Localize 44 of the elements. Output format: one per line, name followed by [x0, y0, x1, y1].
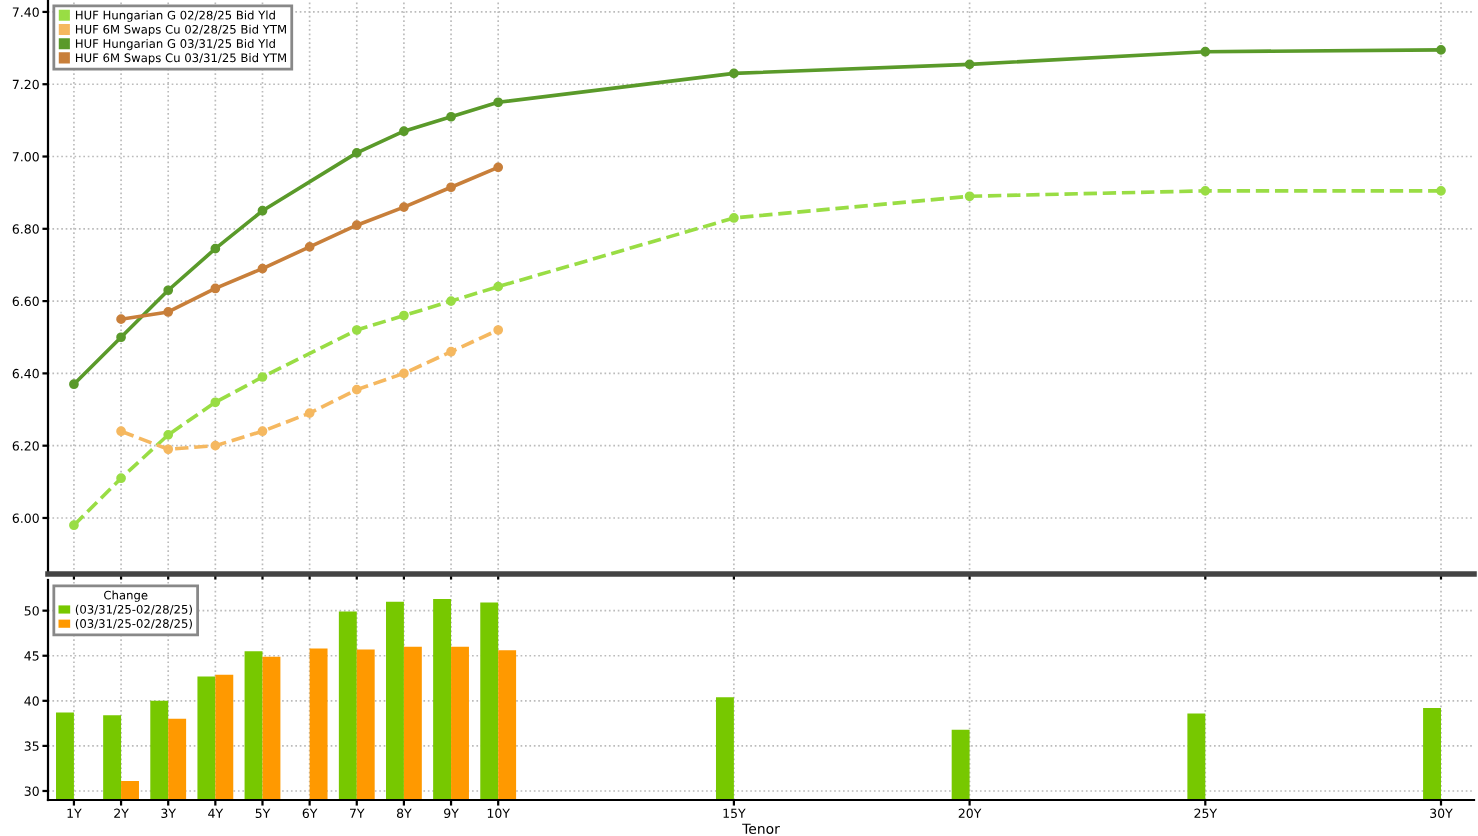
point: [446, 346, 456, 357]
point: [399, 310, 409, 321]
point: [163, 285, 174, 296]
point: [116, 314, 126, 325]
point: [1200, 46, 1211, 57]
point: [304, 408, 315, 419]
point: [163, 307, 174, 317]
point: [210, 283, 221, 294]
point: [493, 162, 504, 173]
point: [257, 426, 268, 437]
point: [446, 111, 456, 122]
point: [163, 429, 174, 440]
point: [257, 372, 268, 382]
point: [257, 263, 268, 274]
point: [116, 332, 126, 343]
point: [304, 242, 315, 252]
point: [493, 281, 504, 292]
point: [446, 182, 456, 193]
point: [493, 97, 504, 108]
point: [351, 220, 362, 231]
point: [1436, 45, 1446, 55]
point: [729, 68, 739, 79]
point: [69, 379, 79, 390]
point: [399, 368, 409, 379]
point: [399, 202, 409, 212]
point: [210, 243, 221, 254]
point: [116, 426, 126, 437]
point: [399, 126, 409, 137]
point: [351, 148, 362, 158]
point: [351, 384, 362, 395]
point: [964, 191, 975, 202]
point: [1200, 185, 1211, 196]
point: [351, 325, 362, 335]
point: [1436, 185, 1446, 196]
point: [257, 205, 268, 216]
point: [446, 296, 456, 306]
point: [116, 473, 126, 484]
point: [210, 397, 221, 408]
point: [210, 440, 221, 451]
point: [964, 59, 975, 70]
point: [69, 520, 79, 531]
point: [163, 444, 174, 455]
point: [729, 213, 739, 223]
point: [493, 325, 504, 335]
